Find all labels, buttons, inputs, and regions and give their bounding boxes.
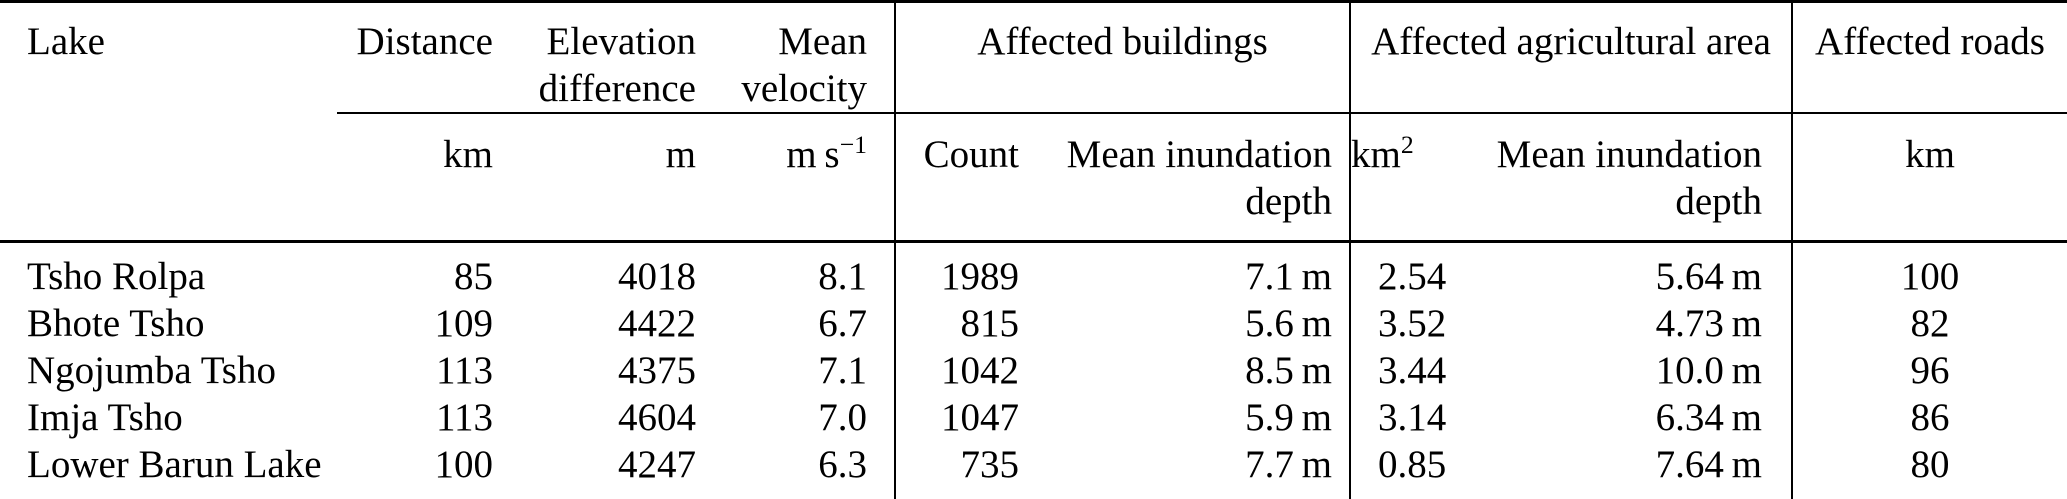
cell-velocity: 7.1 [818, 349, 867, 392]
unit-elevation-m: m [503, 113, 705, 243]
cell-lake-name: Ngojumba Tsho [27, 349, 276, 392]
cell-distance: 109 [434, 302, 494, 345]
cell-lake-name: Bhote Tsho [27, 302, 205, 345]
subheader-agri-depth: Mean inundation depth [1460, 113, 1793, 243]
cell-elevation: 4375 [618, 349, 696, 392]
cell-buildings-count: 1047 [894, 394, 1030, 441]
table-body: Tsho Rolpa 85 4018 8.1 1989 7.1 m 2.54 5… [0, 241, 2067, 499]
group-header-affected-buildings: Affected buildings [893, 1, 1351, 114]
cell-roads: 100 [1791, 241, 2067, 300]
table-header: Lake Distance Elevation difference Mean … [0, 1, 2067, 243]
unit-velocity-exponent: −1 [839, 129, 867, 159]
cell-agri-depth: 4.73 m [1655, 302, 1763, 345]
subheader-buildings-count: Count [894, 113, 1030, 243]
cell-agri-depth: 7.64 m [1460, 441, 1793, 499]
header-row-units: km m m s−1 Count Mean inundation depth k… [0, 113, 2067, 243]
cell-buildings-depth: 5.6 m [1245, 302, 1333, 345]
column-header-mean-velocity: Mean velocity [705, 1, 895, 114]
table-row: Imja Tsho 113 4604 7.0 1047 5.9 m 3.14 6… [0, 394, 2067, 441]
unit-velocity-ms: m s−1 [705, 113, 895, 243]
cell-buildings-count: 735 [894, 441, 1030, 499]
cell-buildings-depth: 8.5 m [1245, 349, 1333, 392]
table-row: Tsho Rolpa 85 4018 8.1 1989 7.1 m 2.54 5… [0, 241, 2067, 300]
column-header-lake: Lake [0, 1, 337, 243]
cell-agri-area: 3.14 [1349, 394, 1461, 441]
cell-roads: 82 [1791, 300, 2067, 347]
unit-agri-area-base: km [1351, 133, 1401, 176]
cell-buildings-depth: 7.1 m [1245, 255, 1333, 298]
cell-elevation: 4604 [618, 396, 696, 439]
cell-agri-area: 3.52 [1349, 300, 1461, 347]
cell-lake-name: Lower Barun Lake [0, 441, 337, 499]
cell-elevation: 4018 [618, 255, 696, 298]
cell-roads: 96 [1791, 347, 2067, 394]
cell-agri-area: 3.44 [1349, 347, 1461, 394]
cell-velocity: 6.7 [818, 302, 867, 345]
column-header-affected-roads: Affected roads [1791, 1, 2067, 114]
cell-distance: 100 [337, 441, 503, 499]
subheader-buildings-depth: Mean inundation depth [1030, 113, 1351, 243]
cell-roads: 80 [1791, 441, 2067, 499]
unit-velocity-base: m s [786, 133, 840, 176]
cell-elevation: 4247 [503, 441, 705, 499]
column-header-distance: Distance [337, 1, 503, 114]
cell-lake-name: Tsho Rolpa [27, 255, 206, 298]
unit-roads-km: km [1791, 113, 2067, 243]
cell-buildings-count: 815 [894, 300, 1030, 347]
cell-lake-name: Imja Tsho [27, 396, 183, 439]
cell-distance: 85 [454, 255, 493, 298]
cell-agri-depth: 10.0 m [1655, 349, 1763, 392]
cell-velocity: 7.0 [818, 396, 867, 439]
cell-buildings-depth: 7.7 m [1030, 441, 1351, 499]
cell-agri-depth: 6.34 m [1655, 396, 1763, 439]
cell-velocity: 6.3 [705, 441, 895, 499]
unit-distance-km: km [337, 113, 503, 243]
cell-roads: 86 [1791, 394, 2067, 441]
cell-agri-area: 2.54 [1349, 241, 1461, 300]
table-row: Bhote Tsho 109 4422 6.7 815 5.6 m 3.52 4… [0, 300, 2067, 347]
header-row-groups: Lake Distance Elevation difference Mean … [0, 1, 2067, 243]
cell-elevation: 4422 [618, 302, 696, 345]
column-header-elevation-difference: Elevation difference [503, 1, 705, 114]
table-row: Ngojumba Tsho 113 4375 7.1 1042 8.5 m 3.… [0, 347, 2067, 394]
cell-agri-depth: 5.64 m [1655, 255, 1763, 298]
cell-velocity: 8.1 [818, 255, 867, 298]
cell-buildings-depth: 5.9 m [1245, 396, 1333, 439]
cell-buildings-count: 1989 [894, 241, 1030, 300]
cell-distance: 113 [435, 349, 493, 392]
unit-agri-area-exponent: 2 [1400, 129, 1414, 159]
cell-agri-area: 0.85 [1349, 441, 1461, 499]
group-header-affected-agricultural-area: Affected agricultural area [1349, 1, 1793, 114]
unit-agri-area-km2: km2 [1349, 113, 1461, 243]
cell-buildings-count: 1042 [894, 347, 1030, 394]
table-row: Lower Barun Lake 100 4247 6.3 735 7.7 m … [0, 441, 2067, 499]
cell-distance: 113 [435, 396, 493, 439]
